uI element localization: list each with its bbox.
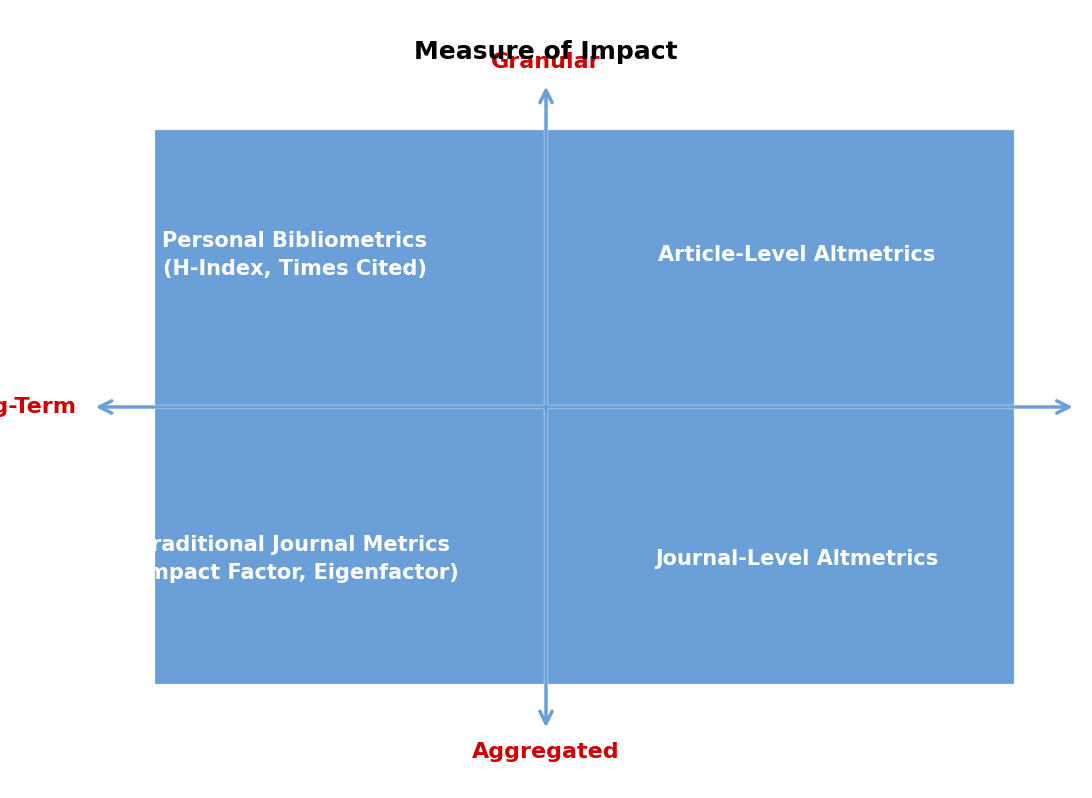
Text: Traditional Journal Metrics
(Impact Factor, Eigenfactor): Traditional Journal Metrics (Impact Fact… [130, 535, 460, 583]
Text: Journal-Level Altmetrics: Journal-Level Altmetrics [655, 548, 939, 569]
Bar [153, 128, 546, 407]
Bar [546, 128, 1016, 407]
Text: Article-Level Altmetrics: Article-Level Altmetrics [658, 245, 936, 266]
Text: Granular: Granular [491, 52, 601, 72]
Bar [546, 407, 1016, 686]
Bar [153, 407, 546, 686]
Text: Aggregated: Aggregated [472, 742, 620, 762]
Text: Long-Term: Long-Term [0, 397, 76, 417]
Text: Measure of Impact: Measure of Impact [414, 40, 678, 64]
Text: Personal Bibliometrics
(H-Index, Times Cited): Personal Bibliometrics (H-Index, Times C… [163, 231, 427, 279]
